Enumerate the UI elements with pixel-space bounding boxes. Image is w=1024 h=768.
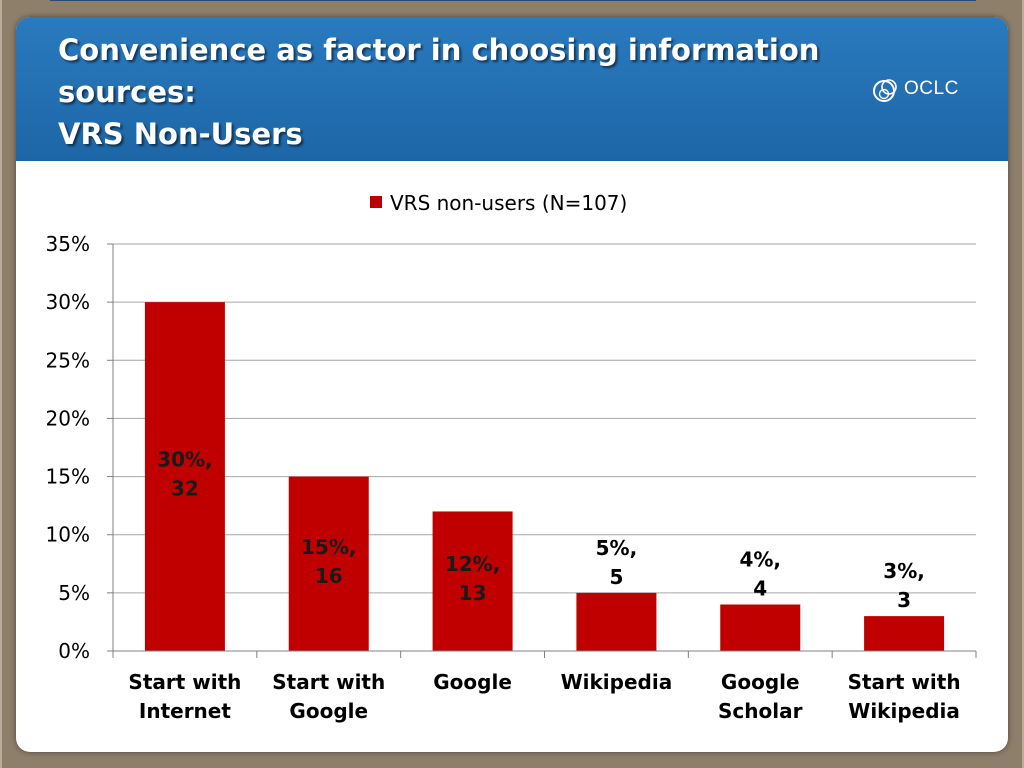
bar-chart: 0% 5% 10% 15% 20% 25% 30% 35% 30%, 32 15%, 16 12%, 1… (46, 191, 977, 723)
axes (107, 243, 977, 658)
bar (864, 616, 945, 651)
data-label: 16 (315, 564, 343, 588)
y-tick-label: 10% (46, 523, 90, 547)
top-rule (50, 0, 976, 1)
y-tick-label: 20% (46, 406, 90, 430)
bars (144, 302, 945, 651)
logo-text: OCLC (904, 78, 959, 99)
y-tick-labels: 0% 5% 10% 15% 20% 25% 30% 35% (46, 232, 90, 663)
x-tick-label: Google (289, 699, 368, 723)
data-label: 5%, (596, 536, 638, 560)
y-tick-label: 35% (46, 232, 90, 256)
bar (288, 476, 369, 651)
data-label: 30%, (157, 448, 212, 472)
data-label: 5 (609, 565, 623, 589)
title-line-3: VRS Non-Users (58, 117, 303, 151)
x-tick-label: Start with (848, 670, 961, 694)
data-label: 3 (897, 588, 911, 612)
x-tick-label: Google (721, 670, 800, 694)
legend-swatch (370, 196, 382, 208)
gridlines (113, 243, 976, 594)
title-line-2: sources: (58, 75, 196, 109)
data-label: 32 (171, 477, 199, 501)
data-label: 4%, (739, 547, 781, 571)
y-tick-label: 5% (58, 581, 90, 605)
x-tick-label: Start with (272, 670, 385, 694)
data-label: 4 (753, 576, 767, 600)
data-label: 13 (459, 581, 487, 605)
x-tick-label: Start with (128, 670, 241, 694)
bar (432, 511, 513, 651)
data-label: 12%, (445, 552, 500, 576)
oclc-logo-icon (873, 79, 897, 102)
x-tick-label: Scholar (718, 699, 803, 723)
y-tick-label: 15% (46, 465, 90, 489)
slide: Convenience as factor in choosing inform… (16, 17, 1008, 752)
slide-header: Convenience as factor in choosing inform… (16, 17, 1008, 161)
oclc-logo: OCLC (872, 74, 982, 106)
legend-label: VRS non-users (N=107) (390, 191, 627, 215)
x-tick-labels: Start with Internet Start with Google Google… (128, 670, 960, 723)
bar (720, 604, 801, 651)
data-labels: 30%, 32 15%, 16 12%, 13 5%, 5 4%, 4 3%, 3 (157, 448, 925, 613)
y-tick-label: 30% (46, 290, 90, 314)
title-line-1: Convenience as factor in choosing inform… (58, 33, 820, 67)
slide-title: Convenience as factor in choosing inform… (58, 29, 878, 155)
data-label: 15%, (301, 535, 356, 559)
data-label: 3%, (883, 559, 925, 583)
y-tick-label: 0% (58, 639, 90, 663)
x-tick-label: Wikipedia (848, 699, 960, 723)
bar (576, 592, 657, 651)
legend: VRS non-users (N=107) (370, 191, 627, 215)
bar (144, 302, 225, 651)
y-tick-label: 25% (46, 348, 90, 372)
x-tick-label: Internet (139, 699, 231, 723)
x-tick-label: Google (433, 670, 512, 694)
x-tick-label: Wikipedia (561, 670, 673, 694)
